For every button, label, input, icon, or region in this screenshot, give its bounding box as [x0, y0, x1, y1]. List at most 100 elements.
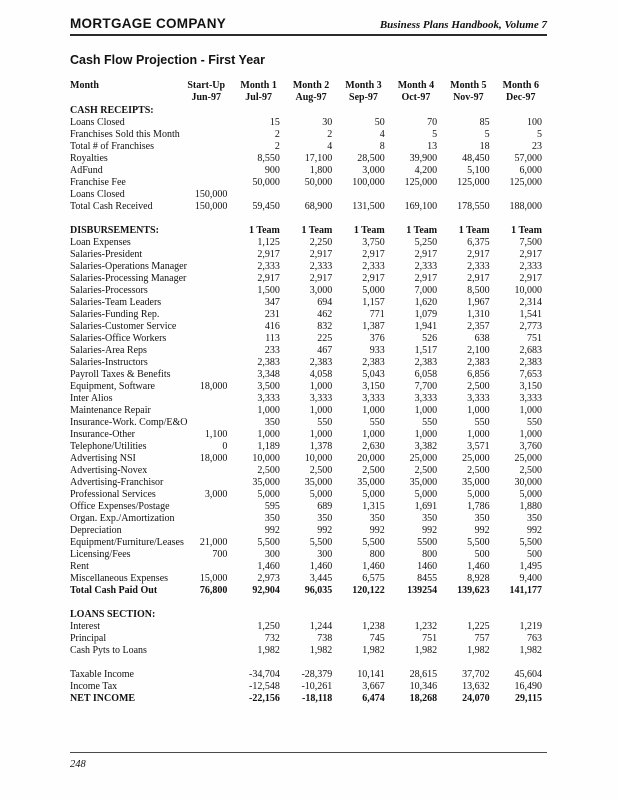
column-header: Month 4 Oct-97 — [397, 80, 435, 104]
cell-value: 992 — [526, 524, 542, 536]
column-header: Month 5 Nov-97 — [450, 80, 487, 104]
cell-value: -34,704 — [249, 668, 280, 680]
cell-value: 1,157 — [362, 296, 385, 308]
cell-value: 738 — [317, 632, 333, 644]
cell-value — [180, 249, 232, 261]
cell-value: 3,150 — [362, 380, 385, 392]
cell-value: 1,982 — [467, 644, 490, 656]
table-row: Royalties 8,550 17,100 28,500 39,900 48,450 57… — [70, 153, 547, 165]
cell-value — [232, 597, 284, 609]
cell-value: 1,982 — [414, 644, 438, 656]
cell-value: 5,000 — [257, 488, 280, 500]
cell-value: -12,548 — [249, 680, 280, 692]
cell-value: 2,333 — [519, 260, 542, 272]
cell-value: 3,333 — [467, 392, 490, 404]
cell-value — [232, 189, 284, 201]
cell-value: 550 — [526, 416, 542, 428]
cell-value: 29,115 — [515, 692, 542, 704]
cell-value: 800 — [422, 548, 438, 560]
cell-value: 3,750 — [362, 236, 385, 248]
column-header: Month 6 Dec-97 — [502, 80, 539, 104]
row-label: Equipment, Software — [70, 380, 155, 392]
cell-value: 2,383 — [257, 356, 280, 368]
cell-value: 4,200 — [414, 164, 438, 176]
table-row: Cash Pyts to Loans 1,982 1,982 1,982 1,982 1,… — [70, 645, 547, 657]
row-label: Total Cash Received — [70, 200, 153, 212]
table-row: LOANS SECTION: — [70, 609, 547, 621]
cell-value — [442, 105, 494, 117]
cell-value: 10,141 — [357, 668, 385, 680]
cell-value: 350 — [264, 416, 280, 428]
cell-value: 125,000 — [457, 176, 490, 188]
cell-value: 5,000 — [362, 284, 385, 296]
cell-value: 2,383 — [467, 356, 490, 368]
cell-value: 5,500 — [467, 536, 490, 548]
table-row: Organ. Exp./Amortization 350 350 350 350 350 3… — [70, 513, 547, 525]
cell-value: 45,604 — [514, 668, 542, 680]
cell-value — [180, 525, 232, 537]
cell-value — [495, 213, 547, 225]
cell-value: 933 — [369, 344, 385, 356]
table-row: Telephone/Utilities 0 1,189 1,378 2,630 3,382… — [70, 441, 547, 453]
cell-value: 2,917 — [414, 272, 438, 284]
row-label: Salaries-Funding Rep. — [70, 308, 160, 320]
cell-value — [180, 513, 232, 525]
cell-value — [180, 117, 232, 129]
cell-value: 2,383 — [362, 356, 385, 368]
cell-value: 3,348 — [257, 368, 280, 380]
table-row: AdFund 900 1,800 3,000 4,200 5,100 6,000 — [70, 165, 547, 177]
cell-value: 68,900 — [304, 200, 333, 212]
cell-value: 3,760 — [519, 440, 542, 452]
cell-value: 21,000 — [199, 536, 228, 548]
cell-value: -10,261 — [301, 680, 333, 692]
row-label: Salaries-Area Reps — [70, 344, 147, 356]
cell-value: 550 — [369, 416, 385, 428]
cell-value: 18 — [479, 140, 490, 152]
cell-value: 20,000 — [357, 452, 385, 464]
table-row: CASH RECEIPTS: — [70, 105, 547, 117]
cell-value — [180, 129, 232, 141]
page-number: 248 — [70, 759, 86, 770]
cell-value: 732 — [264, 632, 280, 644]
cell-value: 35,000 — [409, 476, 438, 488]
table-row: Advertising NSI 18,000 10,000 10,000 20,000 2… — [70, 453, 547, 465]
cell-value: 1,232 — [414, 620, 438, 632]
cell-value: 28,615 — [409, 668, 438, 680]
column-header: Month — [70, 80, 99, 91]
cell-value — [232, 213, 284, 225]
cell-value — [180, 237, 232, 249]
row-label: Licensing/Fees — [70, 548, 131, 560]
cell-value — [180, 165, 232, 177]
cell-value: 350 — [474, 512, 490, 524]
cell-value — [180, 225, 232, 237]
cell-value: 1,691 — [414, 500, 438, 512]
cell-value: 5,500 — [309, 536, 333, 548]
cell-value: 8455 — [417, 572, 438, 584]
cell-value: 1,000 — [362, 404, 385, 416]
cell-value: 2,383 — [519, 356, 542, 368]
row-label: Office Expenses/Postage — [70, 500, 170, 512]
cell-value: 1,880 — [519, 500, 542, 512]
cell-value: 57,000 — [514, 152, 542, 164]
cell-value — [442, 213, 494, 225]
cell-value: 6,375 — [467, 236, 490, 248]
cell-value — [495, 657, 547, 669]
column-header: Month 2 Aug-97 — [292, 80, 330, 104]
cell-value — [180, 393, 232, 405]
cell-value: -28,379 — [301, 668, 333, 680]
cell-value: 125,000 — [509, 176, 542, 188]
cell-value: 689 — [317, 500, 333, 512]
cell-value: 50,000 — [304, 176, 333, 188]
column-header: Start-Up Jun-97 — [187, 80, 226, 104]
cell-value — [180, 405, 232, 417]
cell-value: 2,500 — [467, 380, 490, 392]
cell-value: 8,928 — [467, 572, 490, 584]
row-label: Equipment/Furniture/Leases — [70, 536, 184, 548]
table-row: Franchise Fee 50,000 50,000 100,000 125,000 1… — [70, 177, 547, 189]
row-label: Cash Pyts to Loans — [70, 644, 147, 656]
cell-value: 751 — [526, 332, 542, 344]
table-row: Salaries-Area Reps 233 467 933 1,517 2,100 2,6… — [70, 345, 547, 357]
cell-value: 1,982 — [362, 644, 385, 656]
cell-value: 992 — [422, 524, 438, 536]
